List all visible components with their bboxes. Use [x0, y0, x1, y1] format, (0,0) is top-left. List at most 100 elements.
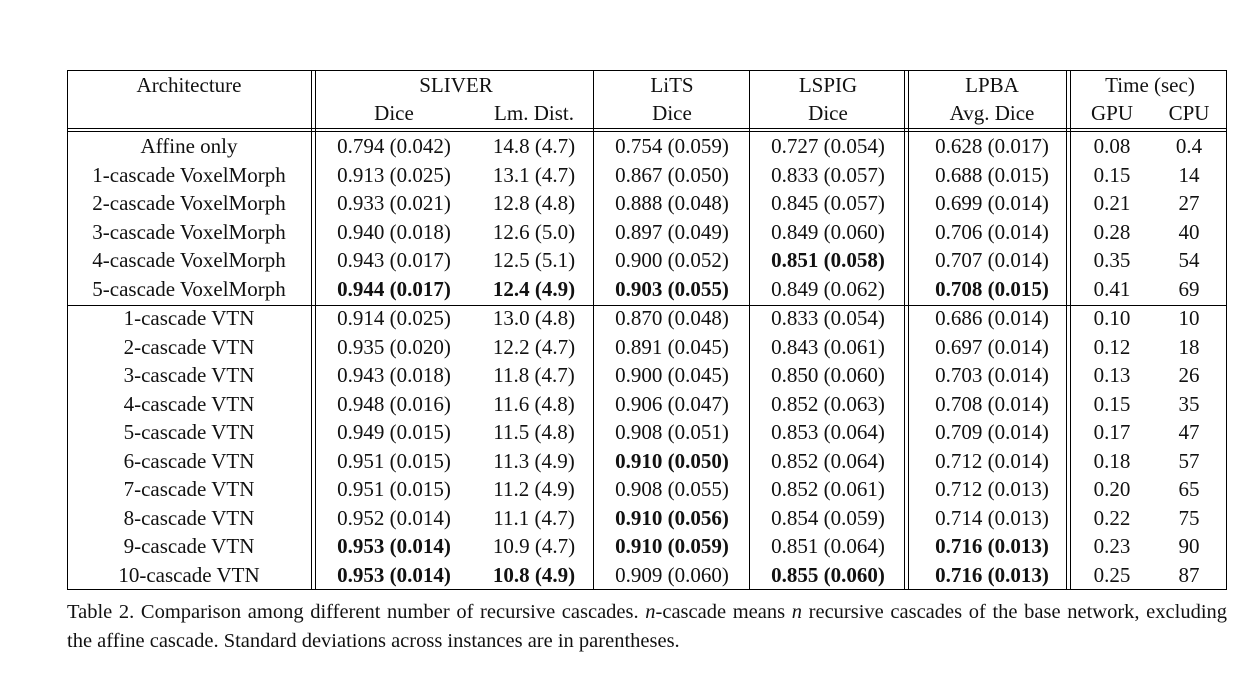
column-rule-4-0 — [1066, 71, 1067, 589]
cell-lm-dist: 13.0 (4.8) — [492, 306, 576, 330]
cell-gpu: 0.20 — [1093, 477, 1131, 501]
cell-lpba: 0.707 (0.014) — [935, 248, 1049, 272]
column-rule-4-1 — [1070, 71, 1071, 589]
header-lits: LiTS — [650, 73, 694, 97]
cell-lpba: 0.708 (0.014) — [935, 391, 1049, 416]
cell-lm-dist: 12.4 (4.9) — [492, 276, 576, 301]
caption-italic-n-1: n — [645, 601, 656, 623]
cell-lm-dist: 12.8 (4.8) — [492, 191, 576, 215]
header-lpba-avg-dice: Avg. Dice — [949, 101, 1035, 125]
cell-lits: 0.897 (0.049) — [615, 219, 729, 244]
cell-cpu: 18 — [1178, 334, 1200, 359]
results-table: Architecture SLIVER LiTS LSPIG LPBA Time (sec… — [67, 70, 1227, 590]
cell-lm-dist: 11.3 (4.9) — [493, 448, 575, 473]
cell-lspig: 0.849 (0.062) — [771, 276, 885, 301]
cell-sliver-dice: 0.943 (0.018) — [337, 363, 451, 387]
cell-lpba: 0.703 (0.014) — [935, 363, 1049, 387]
cell-sliver-dice: 0.935 (0.020) — [337, 334, 451, 359]
cell-sliver-dice: 0.914 (0.025) — [337, 306, 451, 330]
cell-lspig: 0.852 (0.061) — [771, 477, 885, 501]
cell-lits: 0.908 (0.051) — [615, 420, 729, 444]
cell-sliver-dice: 0.951 (0.015) — [337, 477, 451, 501]
cell-name: 5-cascade VTN — [123, 420, 255, 444]
header-rule-top — [68, 128, 1226, 129]
cell-name: 10-cascade VTN — [118, 562, 260, 587]
cell-sliver-dice: 0.913 (0.025) — [337, 162, 451, 187]
cell-sliver-dice: 0.953 (0.014) — [337, 562, 451, 587]
cell-lits: 0.910 (0.056) — [615, 505, 729, 530]
cell-lits: 0.891 (0.045) — [615, 334, 729, 359]
header-lspig-dice: Dice — [808, 101, 848, 125]
cell-sliver-dice: 0.933 (0.021) — [337, 191, 451, 215]
caption-text-3: recursive cascades of the base network, … — [67, 601, 1228, 652]
cell-lspig: 0.855 (0.060) — [771, 562, 885, 587]
cell-lm-dist: 12.6 (5.0) — [492, 219, 576, 244]
cell-lpba: 0.712 (0.014) — [935, 448, 1049, 473]
cell-cpu: 54 — [1178, 248, 1200, 272]
column-rule-3-1 — [908, 71, 909, 589]
cell-name: 5-cascade VoxelMorph — [92, 276, 286, 301]
cell-gpu: 0.28 — [1093, 219, 1131, 244]
cell-cpu: 26 — [1178, 363, 1200, 387]
cell-lits: 0.909 (0.060) — [615, 562, 729, 587]
cell-lpba: 0.699 (0.014) — [935, 191, 1049, 215]
cell-lspig: 0.833 (0.054) — [771, 306, 885, 330]
cell-lits: 0.867 (0.050) — [615, 162, 729, 187]
header-lspig: LSPIG — [798, 73, 858, 97]
table-caption: Table 2. Comparison among different numb… — [67, 598, 1227, 656]
header-lits-dice: Dice — [652, 101, 692, 125]
cell-lm-dist: 12.5 (5.1) — [492, 248, 576, 272]
cell-sliver-dice: 0.948 (0.016) — [337, 391, 451, 416]
cell-cpu: 35 — [1178, 391, 1200, 416]
cell-sliver-dice: 0.952 (0.014) — [337, 505, 451, 530]
cell-gpu: 0.10 — [1093, 306, 1131, 330]
cell-gpu: 0.13 — [1093, 363, 1131, 387]
header-sliver-dice: Dice — [374, 101, 414, 125]
cell-sliver-dice: 0.944 (0.017) — [337, 276, 451, 301]
cell-lits: 0.903 (0.055) — [615, 276, 729, 301]
cell-lpba: 0.688 (0.015) — [935, 162, 1049, 187]
cell-cpu: 10 — [1178, 306, 1200, 330]
cell-lm-dist: 11.2 (4.9) — [493, 477, 575, 501]
cell-lspig: 0.727 (0.054) — [771, 134, 885, 158]
cell-lspig: 0.851 (0.064) — [771, 534, 885, 558]
cell-lm-dist: 11.8 (4.7) — [493, 363, 575, 387]
cell-lits: 0.888 (0.048) — [615, 191, 729, 215]
cell-lits: 0.910 (0.050) — [615, 448, 729, 473]
cell-name: 4-cascade VoxelMorph — [92, 248, 286, 272]
cell-gpu: 0.25 — [1093, 562, 1131, 587]
cell-cpu: 90 — [1178, 534, 1200, 558]
header-gpu: GPU — [1090, 101, 1134, 125]
cell-lits: 0.910 (0.059) — [615, 534, 729, 558]
cell-cpu: 69 — [1178, 276, 1200, 301]
column-rule-2-0 — [749, 71, 750, 589]
cell-lspig: 0.849 (0.060) — [771, 219, 885, 244]
cell-gpu: 0.17 — [1093, 420, 1131, 444]
cell-gpu: 0.41 — [1093, 276, 1131, 301]
cell-cpu: 65 — [1178, 477, 1200, 501]
cell-gpu: 0.15 — [1093, 391, 1131, 416]
cell-lpba: 0.716 (0.013) — [935, 562, 1049, 587]
cell-name: 4-cascade VTN — [123, 391, 255, 416]
cell-lspig: 0.850 (0.060) — [771, 363, 885, 387]
cell-lm-dist: 11.6 (4.8) — [493, 391, 575, 416]
caption-italic-n-2: n — [791, 601, 802, 623]
column-rule-0-1 — [315, 71, 316, 589]
caption-text-1: Comparison among different number of rec… — [134, 601, 646, 623]
header-time: Time (sec) — [1105, 73, 1195, 97]
cell-sliver-dice: 0.940 (0.018) — [337, 219, 451, 244]
column-rule-0-0 — [311, 71, 312, 589]
cell-lpba: 0.697 (0.014) — [935, 334, 1049, 359]
cell-cpu: 57 — [1178, 448, 1200, 473]
header-sliver-lm-dist: Lm. Dist. — [494, 101, 574, 125]
cell-gpu: 0.08 — [1093, 134, 1131, 158]
cell-lm-dist: 11.1 (4.7) — [493, 505, 575, 530]
cell-lits: 0.908 (0.055) — [615, 477, 729, 501]
cell-lm-dist: 10.9 (4.7) — [492, 534, 576, 558]
cell-name: 8-cascade VTN — [123, 505, 255, 530]
cell-lpba: 0.708 (0.015) — [935, 276, 1049, 301]
caption-label: Table 2. — [67, 601, 135, 623]
cell-name: 2-cascade VTN — [123, 334, 255, 359]
section-rule — [68, 305, 1226, 306]
cell-lspig: 0.843 (0.061) — [771, 334, 885, 359]
